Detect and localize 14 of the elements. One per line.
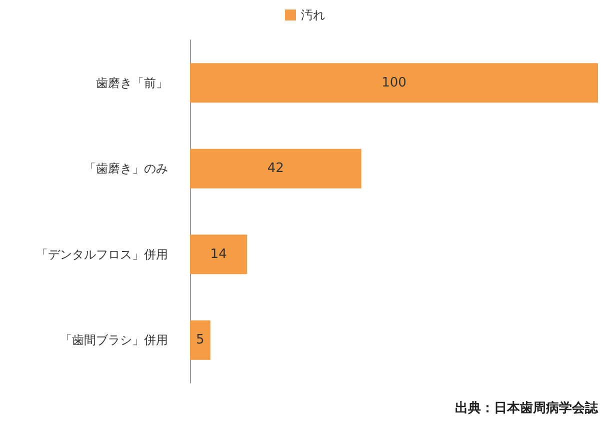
y-tick-label: 歯磨き「前」 [96, 76, 168, 90]
source-note: 出典：日本歯周病学会誌 [455, 400, 599, 416]
bar [190, 234, 248, 274]
bar [190, 320, 210, 360]
y-tick-label: 「歯磨き」のみ [84, 162, 168, 176]
data-label: 42 [267, 161, 284, 176]
y-tick-label: 「歯間ブラシ」併用 [60, 333, 168, 348]
y-tick-label: 「デンタルフロス」併用 [36, 247, 168, 262]
bar [190, 148, 362, 188]
legend-label: 汚れ [301, 8, 325, 22]
data-label: 5 [196, 332, 204, 348]
data-label: 100 [382, 75, 406, 90]
data-label: 14 [210, 246, 227, 262]
bar [190, 63, 598, 103]
